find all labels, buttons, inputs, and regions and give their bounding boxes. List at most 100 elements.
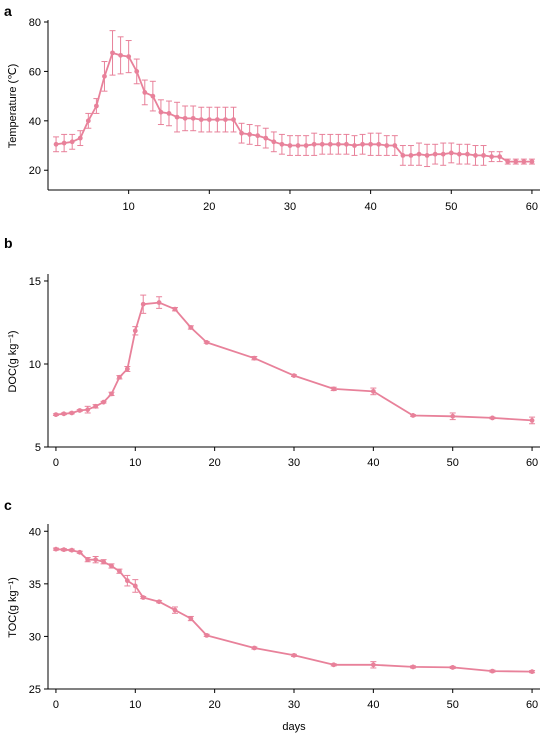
data-point [156, 599, 162, 605]
data-point [279, 141, 285, 147]
y-tick-label: 60 [29, 66, 41, 78]
data-point [344, 141, 349, 147]
data-point [513, 159, 519, 164]
x-tick-label: 20 [209, 699, 221, 711]
data-point [376, 141, 382, 147]
data-point [102, 73, 107, 79]
x-tick-label: 50 [445, 201, 457, 213]
y-tick-label: 40 [29, 116, 41, 128]
y-tick-label: 20 [29, 165, 41, 177]
x-tick-label: 60 [526, 457, 538, 469]
data-point [432, 151, 438, 157]
data-point [124, 366, 130, 372]
data-point [101, 399, 106, 405]
y-axis-title: DOC(g kg⁻¹) [7, 330, 19, 392]
data-point [188, 616, 194, 621]
y-tick-label: 15 [29, 276, 41, 288]
data-point [450, 413, 456, 419]
data-point [69, 547, 75, 553]
data-point [529, 159, 535, 164]
x-tick-label: 60 [526, 699, 538, 711]
data-point [352, 143, 357, 148]
x-tick-label: 20 [203, 201, 215, 213]
x-tick-label: 60 [526, 201, 538, 213]
data-point [117, 374, 122, 380]
x-tick-label: 40 [367, 699, 379, 711]
data-point [287, 143, 293, 148]
y-axis-title: TOC(g kg⁻¹) [7, 577, 19, 638]
x-tick-label: 10 [129, 457, 141, 469]
x-tick-label: 30 [284, 201, 296, 213]
data-point [251, 355, 257, 361]
data-point [392, 143, 398, 148]
data-point [214, 117, 220, 122]
data-point [77, 549, 83, 555]
data-point [505, 159, 511, 164]
data-point [140, 595, 146, 600]
data-point [497, 154, 503, 160]
data-point [53, 412, 59, 418]
data-point [190, 115, 196, 121]
data-point [311, 141, 317, 147]
data-point [124, 578, 130, 584]
x-axis-title: days [282, 721, 306, 733]
data-point [465, 151, 470, 157]
data-point [53, 141, 59, 147]
data-point [255, 133, 261, 139]
data-point [521, 159, 527, 164]
data-point [370, 662, 376, 668]
data-point [416, 151, 422, 157]
x-tick-label: 40 [367, 457, 379, 469]
y-tick-label: 10 [29, 359, 41, 371]
data-point [247, 132, 253, 137]
data-point [440, 151, 446, 157]
data-point [85, 407, 91, 413]
data-point [158, 109, 164, 115]
data-point [456, 151, 462, 157]
data-point [319, 141, 325, 147]
data-point [204, 340, 210, 345]
data-point [529, 418, 535, 423]
data-point [198, 117, 204, 122]
data-point [93, 403, 99, 409]
y-tick-label: 30 [29, 631, 41, 643]
y-tick-label: 40 [29, 526, 41, 538]
panel-letter: c [4, 497, 12, 513]
data-point [529, 669, 535, 675]
data-point [93, 103, 99, 109]
data-point [400, 153, 406, 158]
data-point [303, 143, 309, 148]
data-point [93, 557, 99, 563]
data-point [142, 90, 148, 95]
data-point [85, 557, 91, 563]
data-point [331, 386, 337, 392]
data-point [223, 117, 228, 122]
x-tick-label: 10 [123, 201, 135, 213]
data-point [150, 93, 156, 99]
x-tick-label: 30 [288, 699, 300, 711]
panel-c: c 25 30 35 40 0 10 20 30 40 50 60 TOC(g kg⁻¹) days [4, 497, 540, 733]
data-point [360, 141, 365, 147]
data-point [291, 652, 297, 658]
data-point [489, 154, 495, 160]
data-point [481, 153, 486, 158]
data-point [85, 118, 91, 124]
data-point [368, 141, 374, 147]
data-point [239, 130, 244, 136]
data-point [370, 388, 376, 394]
x-tick-label: 0 [53, 457, 59, 469]
series-line [55, 301, 533, 422]
data-point [126, 54, 132, 59]
data-point [295, 143, 301, 148]
y-axis-title: Temperature (℃) [7, 64, 19, 149]
data-point [172, 306, 178, 312]
data-point [77, 408, 83, 413]
data-point [291, 373, 297, 379]
panel-a: a 20 40 60 80 10 20 30 40 50 60 Temperature (℃) [4, 3, 540, 213]
data-point [156, 300, 162, 305]
data-point [140, 301, 146, 307]
data-point [448, 150, 454, 156]
data-point [450, 665, 456, 670]
data-point [109, 563, 114, 569]
